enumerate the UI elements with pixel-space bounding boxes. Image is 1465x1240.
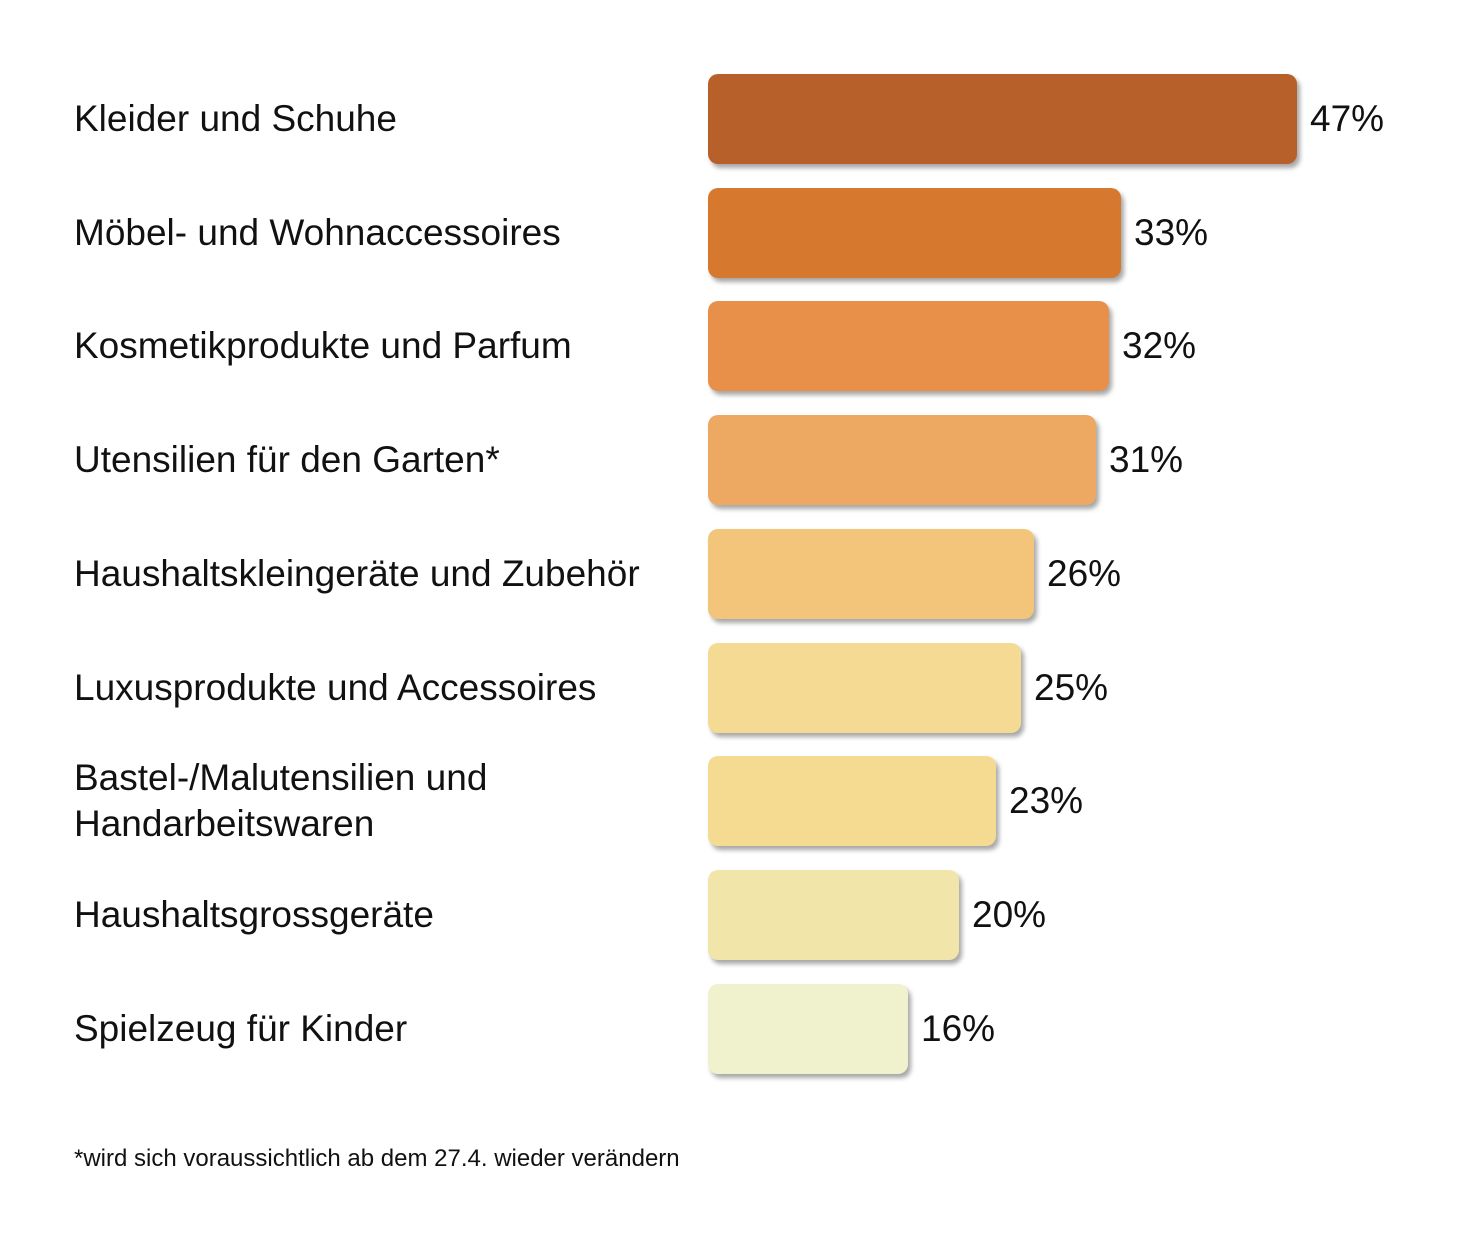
value-label: 31% — [1109, 439, 1184, 480]
value-label: 20% — [972, 894, 1047, 935]
category-label: Haushaltskleingeräte und Zubehör — [74, 553, 640, 594]
bar — [708, 301, 1109, 391]
bar — [708, 188, 1121, 278]
bar — [708, 870, 959, 960]
category-label: Bastel-/Malutensilien und Handarbeitswar… — [74, 757, 488, 844]
category-label: Haushaltsgrossgeräte — [74, 894, 434, 935]
bar — [708, 529, 1034, 619]
footnote: *wird sich voraussichtlich ab dem 27.4. … — [74, 1145, 680, 1172]
value-label: 23% — [1009, 780, 1084, 821]
category-label: Kleider und Schuhe — [74, 98, 397, 139]
value-label: 16% — [921, 1008, 996, 1049]
bar — [708, 74, 1297, 164]
category-label: Spielzeug für Kinder — [74, 1008, 408, 1049]
category-label: Möbel- und Wohnaccessoires — [74, 212, 561, 253]
bar — [708, 415, 1096, 505]
value-label: 47% — [1310, 98, 1385, 139]
value-label: 26% — [1047, 553, 1122, 594]
category-label: Utensilien für den Garten* — [74, 439, 500, 480]
bar — [708, 756, 996, 846]
value-label: 32% — [1122, 325, 1197, 366]
bar — [708, 643, 1021, 733]
bar — [708, 984, 908, 1074]
value-label: 33% — [1134, 212, 1209, 253]
value-label: 25% — [1034, 667, 1109, 708]
category-label: Luxusprodukte und Accessoires — [74, 667, 597, 708]
category-label: Kosmetikprodukte und Parfum — [74, 325, 572, 366]
